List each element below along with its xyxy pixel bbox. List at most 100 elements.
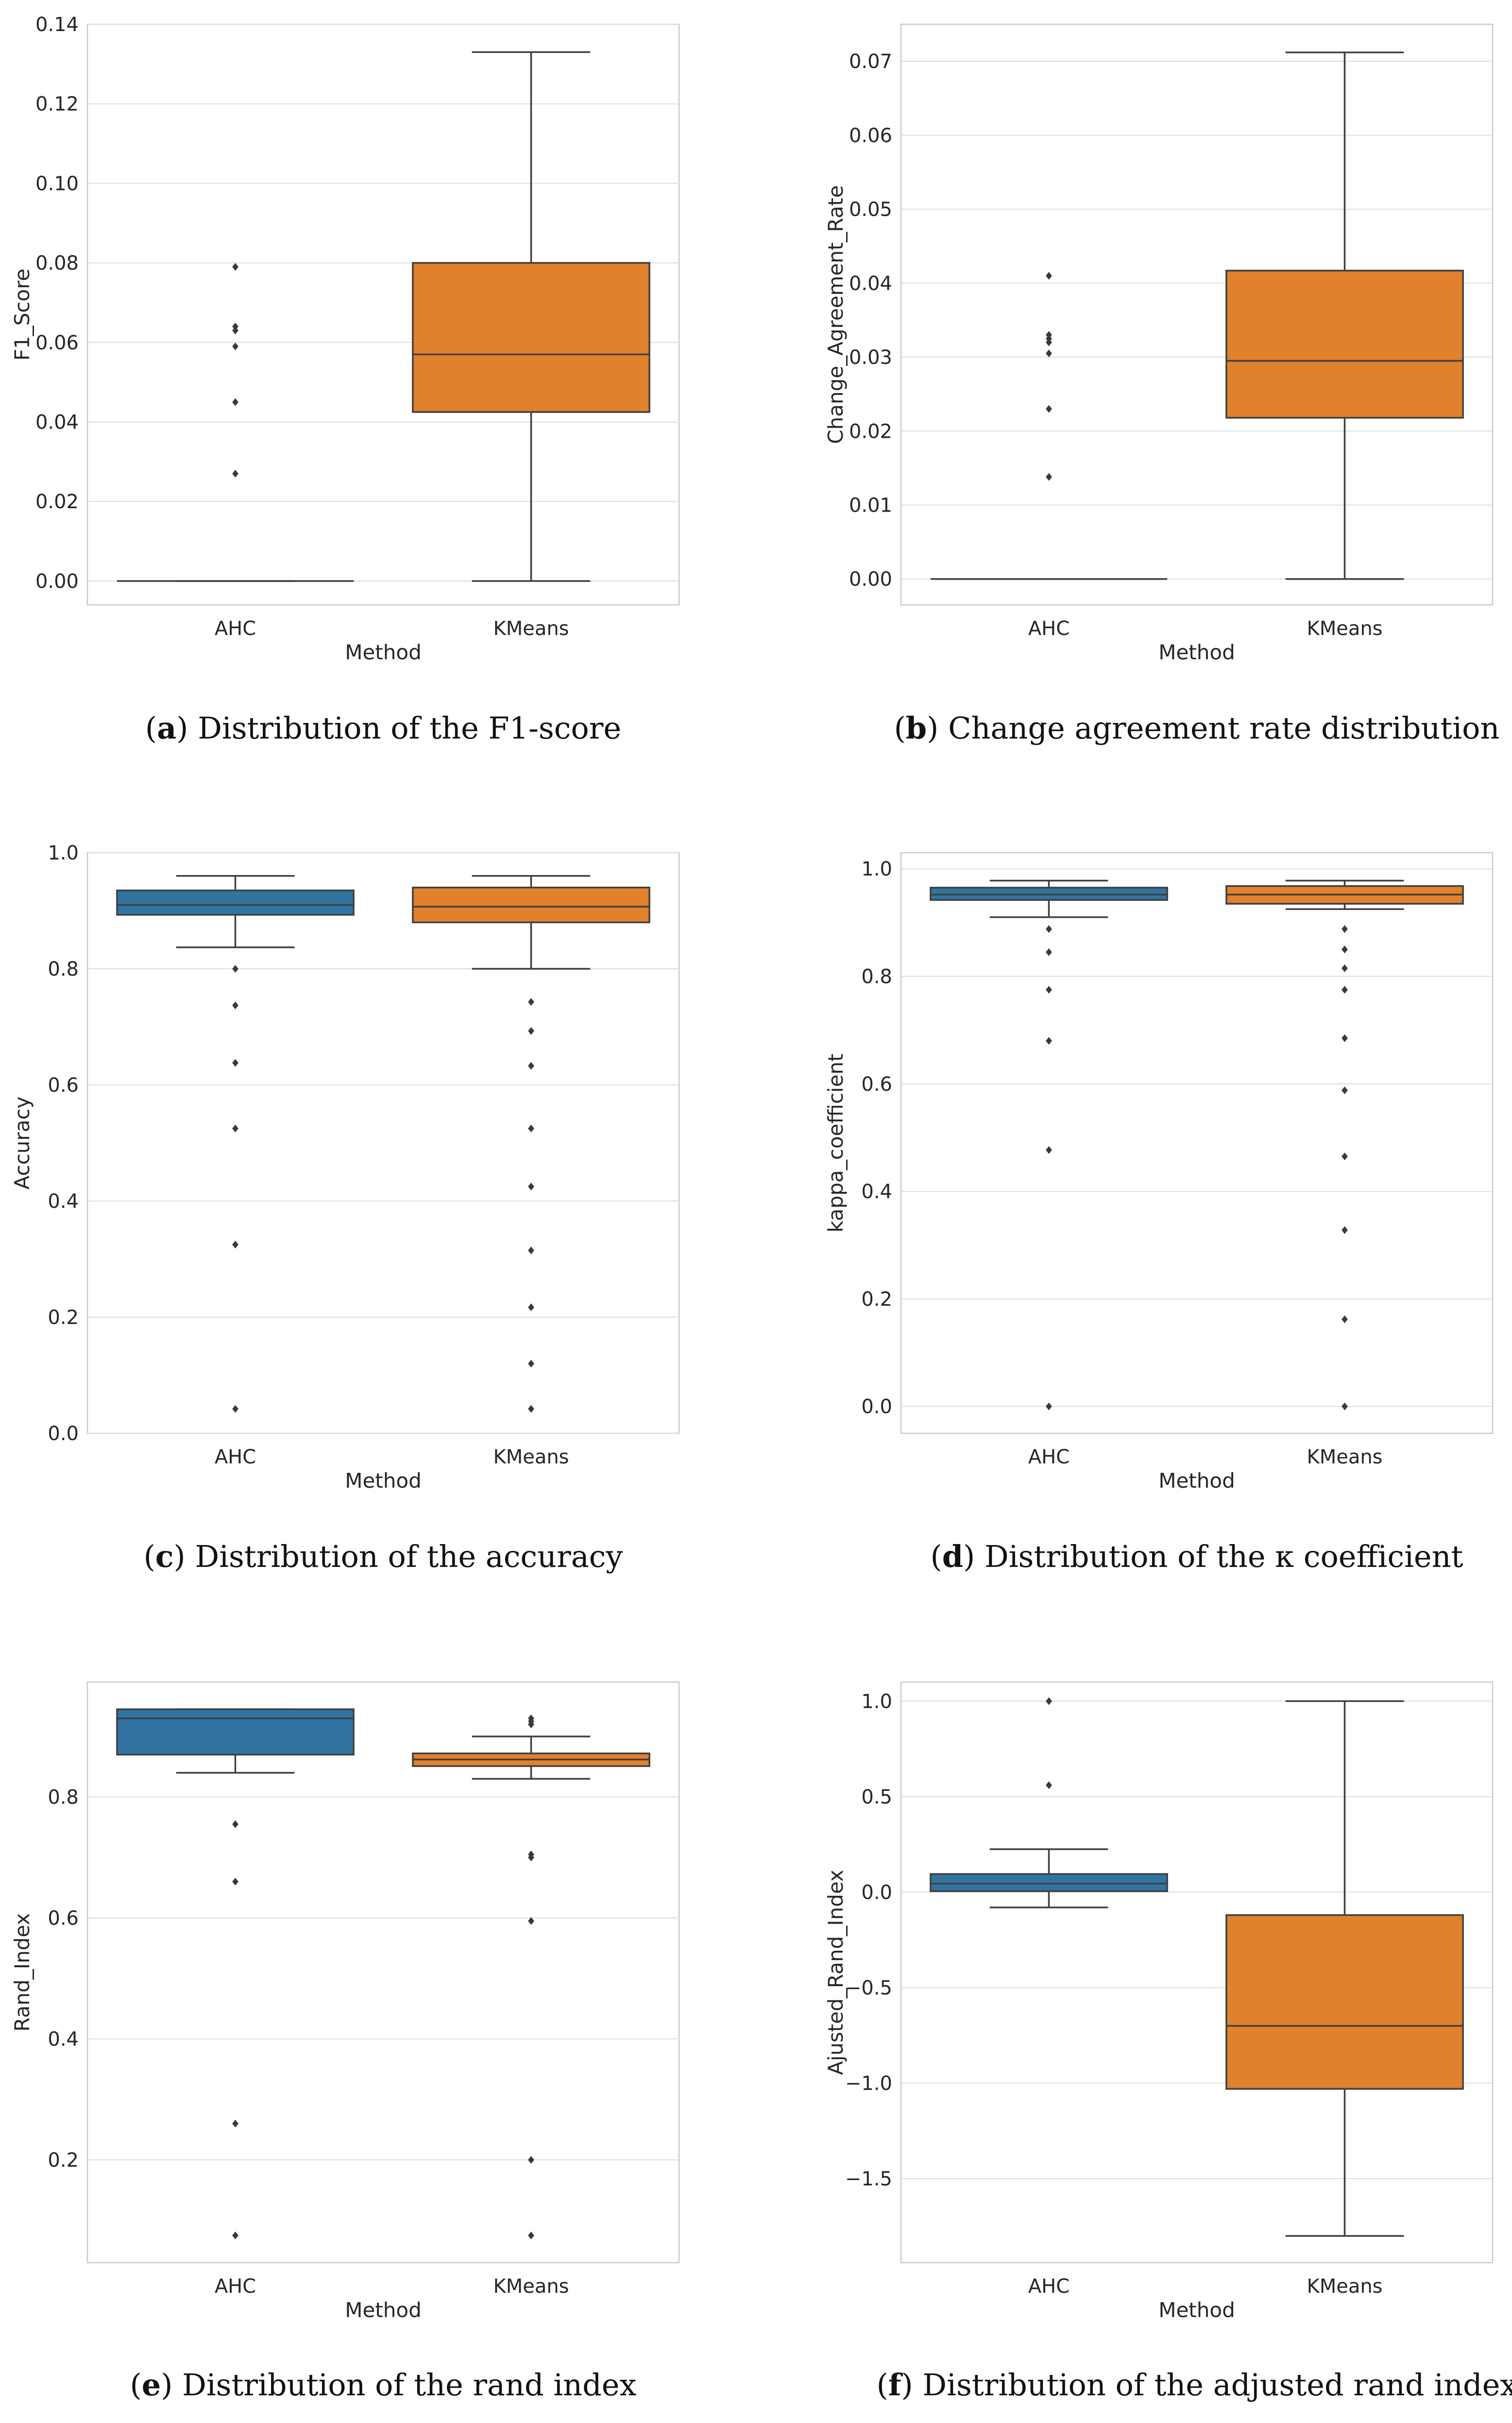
- outlier-point: [232, 1405, 238, 1413]
- y-tick-label: 0.06: [849, 124, 892, 147]
- outlier-point: [528, 1062, 534, 1070]
- outlier-point: [528, 1917, 534, 1925]
- outlier-point: [232, 2231, 238, 2239]
- outlier-point: [1046, 1402, 1052, 1410]
- chart-panel-c: 0.0 0.2 0.4 0.6 0.8 1.0 AHC KMeans Method Accurac…: [10, 842, 680, 1574]
- y-tick-label: 0.4: [48, 2028, 79, 2050]
- outlier-point: [1342, 964, 1348, 972]
- x-axis-label: Method: [345, 1469, 422, 1493]
- outlier-point: [232, 323, 238, 331]
- outlier-point: [1342, 1402, 1348, 1410]
- y-tick-label: 0.4: [48, 1190, 79, 1213]
- outlier-point: [1046, 349, 1052, 358]
- plot-area: [900, 852, 1494, 1434]
- y-tick-label: 0.6: [48, 1907, 79, 1929]
- y-axis-label: Rand_Index: [10, 1913, 34, 2032]
- x-axis-label: Method: [1158, 640, 1235, 664]
- box-ahc: [930, 1873, 1168, 1892]
- figure-caption: (e) Distribution of the rand index: [130, 2367, 637, 2403]
- y-tick-label: 0.6: [861, 1073, 892, 1096]
- outlier-point: [232, 1240, 238, 1249]
- caption-text: Change agreement rate distribution: [948, 710, 1499, 746]
- y-axis-label: F1_Score: [10, 269, 34, 361]
- figure-caption: (b) Change agreement rate distribution: [894, 710, 1500, 746]
- y-tick-label: 0.2: [48, 2149, 79, 2171]
- y-axis-label: Accuracy: [10, 1097, 34, 1190]
- outlier-point: [232, 263, 238, 271]
- y-tick-label: 0.03: [849, 346, 892, 369]
- outlier-point: [232, 327, 238, 335]
- chart-panel-f: −1.5 −1.0 −0.5 0.0 0.5 1.0 AHC KMeans Method Ajus…: [824, 1681, 1512, 2403]
- outlier-point: [528, 1124, 534, 1133]
- outlier-point: [528, 1405, 534, 1413]
- chart-panel-e: 0.2 0.4 0.6 0.8 AHC KMeans Method Rand_Index (e)…: [10, 1681, 680, 2403]
- y-tick-label: −1.0: [845, 2072, 892, 2095]
- x-tick-label: KMeans: [493, 1446, 569, 1468]
- plot-area: [86, 852, 680, 1434]
- outlier-point: [232, 965, 238, 973]
- outlier-point: [1046, 272, 1052, 280]
- caption-text: Distribution of the accuracy: [195, 1539, 623, 1574]
- outlier-point: [232, 1001, 238, 1010]
- y-tick-label: 0.2: [861, 1288, 892, 1310]
- outlier-point: [1342, 1152, 1348, 1161]
- outlier-point: [528, 998, 534, 1006]
- outlier-point: [232, 2119, 238, 2128]
- y-axis-label: Change_Agreement_Rate: [824, 185, 848, 444]
- caption-letter: d: [942, 1539, 963, 1574]
- y-tick-label: 0.0: [861, 1396, 892, 1418]
- box-kmeans: [412, 886, 650, 924]
- outlier-point: [528, 2231, 534, 2239]
- outlier-point: [1342, 1226, 1348, 1234]
- outlier-point: [1342, 945, 1348, 954]
- y-tick-label: 0.8: [48, 1787, 79, 1809]
- outlier-point: [1342, 1034, 1348, 1042]
- y-tick-label: 0.02: [35, 491, 79, 513]
- outlier-point: [1046, 925, 1052, 933]
- y-axis-label: Ajusted_Rand_Index: [824, 1870, 848, 2075]
- caption-letter: f: [888, 2367, 903, 2403]
- x-axis-label: Method: [345, 640, 422, 664]
- y-tick-label: 0.0: [861, 1881, 892, 1904]
- y-tick-label: 1.0: [861, 858, 892, 880]
- x-tick-label: AHC: [1028, 1446, 1070, 1468]
- y-tick-label: −1.5: [845, 2168, 892, 2190]
- outlier-point: [1046, 1146, 1052, 1154]
- x-axis-label: Method: [1158, 2298, 1235, 2322]
- outlier-point: [1046, 1697, 1052, 1705]
- figure-caption: (c) Distribution of the accuracy: [144, 1539, 623, 1574]
- outlier-point: [528, 1183, 534, 1191]
- y-tick-label: 0.8: [861, 965, 892, 988]
- outlier-point: [1046, 948, 1052, 956]
- outlier-point: [1342, 1086, 1348, 1095]
- y-tick-label: 0.04: [849, 273, 892, 295]
- y-tick-label: 0.14: [35, 14, 79, 36]
- chart-panel-b: 0.00 0.01 0.02 0.03 0.04 0.05 0.06 0.07 AHC KMean…: [824, 23, 1500, 746]
- figure-caption: (d) Distribution of the κ coefficient: [931, 1539, 1463, 1574]
- outlier-point: [1046, 338, 1052, 346]
- y-tick-label: 0.6: [48, 1074, 79, 1097]
- y-tick-label: 0.02: [849, 420, 892, 443]
- outlier-point: [232, 1877, 238, 1886]
- caption-text: Distribution of the rand index: [182, 2367, 636, 2403]
- x-tick-label: AHC: [215, 1446, 256, 1468]
- box-kmeans: [1225, 270, 1464, 419]
- y-tick-label: 1.0: [861, 1690, 892, 1713]
- y-tick-label: 0.8: [48, 958, 79, 980]
- outlier-point: [1046, 986, 1052, 994]
- chart-panel-a: 0.00 0.02 0.04 0.06 0.08 0.10 0.12 0.14 AHC KMean…: [10, 14, 680, 746]
- y-tick-label: 0.5: [861, 1786, 892, 1808]
- caption-letter: e: [142, 2367, 161, 2403]
- outlier-point: [1342, 986, 1348, 994]
- outlier-point: [528, 1027, 534, 1035]
- y-tick-label: 1.0: [48, 842, 79, 864]
- outlier-point: [232, 469, 238, 478]
- outlier-point: [1342, 925, 1348, 933]
- y-tick-label: 0.12: [35, 93, 79, 116]
- caption-text: Distribution of the adjusted rand index: [922, 2367, 1512, 2403]
- outlier-point: [1046, 473, 1052, 481]
- x-axis-label: Method: [1158, 1469, 1235, 1493]
- outlier-point: [232, 1820, 238, 1828]
- outlier-point: [528, 1359, 534, 1368]
